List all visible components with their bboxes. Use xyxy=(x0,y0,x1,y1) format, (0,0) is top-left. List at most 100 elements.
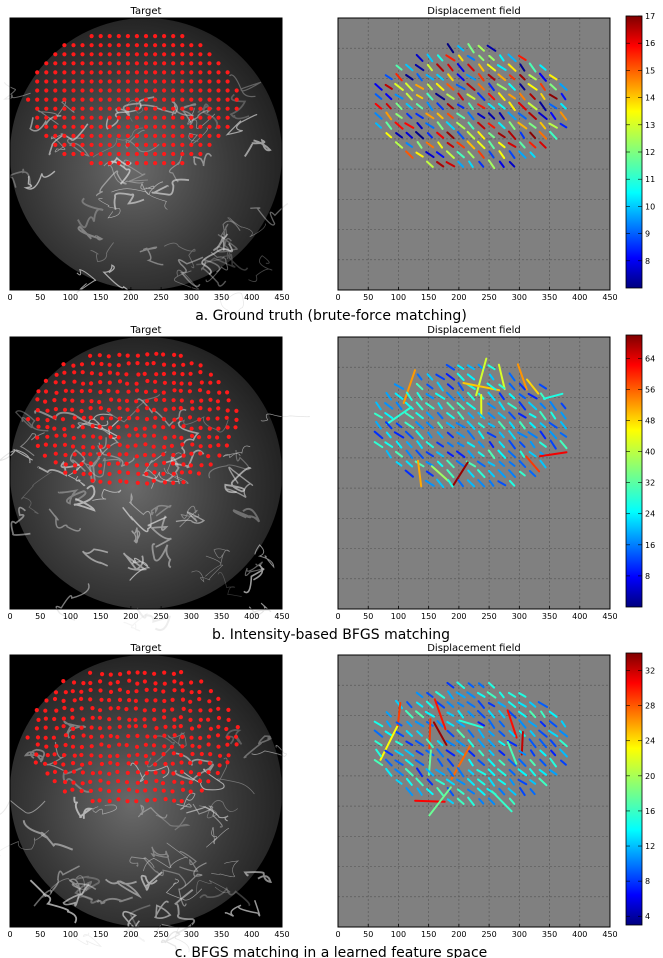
displacement-arrow xyxy=(528,111,537,120)
target-marker xyxy=(134,61,139,66)
target-marker xyxy=(162,715,167,720)
target-marker xyxy=(98,778,103,783)
displacement-arrow xyxy=(487,469,496,478)
displacement-arrow xyxy=(385,103,392,110)
displacement-arrow xyxy=(526,378,540,395)
displacement-arrow xyxy=(386,720,392,728)
displacement-arrow xyxy=(519,63,526,72)
displacement-arrow xyxy=(385,111,393,121)
displacement-arrow xyxy=(415,691,424,699)
target-marker xyxy=(88,471,93,476)
vessel-strand xyxy=(155,814,191,831)
target-marker xyxy=(97,424,102,429)
target-marker xyxy=(116,115,121,120)
displacement-arrow xyxy=(445,778,455,786)
target-marker xyxy=(107,106,112,111)
displacement-arrow xyxy=(456,63,465,73)
target-marker xyxy=(188,463,193,468)
target-marker xyxy=(133,427,138,432)
target-marker xyxy=(208,708,213,713)
displacement-title: Displacement field xyxy=(427,643,521,654)
displacement-arrow xyxy=(456,73,465,82)
displacement-arrow xyxy=(487,122,496,129)
target-marker xyxy=(62,442,68,447)
target-marker xyxy=(161,371,166,377)
displacement-arrow xyxy=(415,449,424,459)
displacement-arrow xyxy=(395,461,403,467)
x-tick-label: 150 xyxy=(421,293,436,302)
target-marker xyxy=(88,415,93,420)
target-marker xyxy=(153,687,158,693)
target-marker xyxy=(151,433,157,438)
target-marker xyxy=(117,724,122,730)
target-marker xyxy=(153,34,158,39)
displacement-arrow xyxy=(416,391,423,401)
target-marker xyxy=(72,463,78,468)
target-marker xyxy=(171,61,176,66)
colorbar xyxy=(625,652,643,926)
displacement-arrow xyxy=(446,711,455,717)
vessel-strand xyxy=(96,170,127,197)
target-marker xyxy=(90,715,95,720)
target-marker xyxy=(108,425,113,430)
target-marker xyxy=(98,133,103,138)
target-marker xyxy=(153,106,158,111)
displacement-arrow xyxy=(447,73,454,82)
target-marker xyxy=(188,770,194,775)
displacement-arrow xyxy=(517,701,527,708)
target-marker xyxy=(189,106,194,111)
target-marker xyxy=(118,672,123,677)
target-marker xyxy=(169,744,174,749)
target-marker xyxy=(80,52,85,57)
displacement-arrow xyxy=(497,480,507,487)
displacement-arrow xyxy=(426,92,434,101)
vessel-strand xyxy=(150,504,172,517)
target-marker xyxy=(125,444,130,449)
target-marker xyxy=(118,479,123,484)
displacement-arrow xyxy=(436,102,444,111)
displacement-arrow xyxy=(394,759,404,766)
target-marker xyxy=(71,124,76,129)
target-marker xyxy=(99,761,104,767)
target-marker xyxy=(171,70,176,75)
target-marker xyxy=(234,88,239,93)
target-marker xyxy=(153,161,158,166)
displacement-arrow xyxy=(477,140,486,150)
target-marker xyxy=(107,799,112,804)
panel-caption: b. Intensity-based BFGS matching xyxy=(212,627,450,643)
displacement-arrow xyxy=(487,449,496,460)
displacement-arrow xyxy=(414,720,425,728)
target-marker xyxy=(116,788,122,794)
target-marker xyxy=(216,715,222,721)
target-marker xyxy=(72,698,77,703)
target-marker xyxy=(107,43,112,48)
target-marker xyxy=(62,43,67,48)
target-marker xyxy=(153,142,158,147)
displacement-arrow xyxy=(498,691,505,699)
displacement-arrow xyxy=(455,778,466,786)
vessel-strand xyxy=(177,256,204,288)
vessel-strand xyxy=(179,103,197,126)
target-marker xyxy=(61,380,66,385)
target-marker xyxy=(107,362,112,367)
displacement-arrow xyxy=(417,459,423,488)
target-marker xyxy=(63,690,68,695)
vessel-strand xyxy=(162,419,200,464)
target-marker xyxy=(134,388,140,393)
target-marker xyxy=(52,415,57,420)
target-marker xyxy=(107,370,113,375)
target-marker xyxy=(26,417,31,422)
displacement-arrow xyxy=(468,102,474,111)
target-marker xyxy=(43,442,49,447)
displacement-arrow xyxy=(405,150,414,159)
target-marker xyxy=(89,725,94,730)
target-marker xyxy=(115,461,120,466)
displacement-arrow xyxy=(374,112,383,120)
target-marker xyxy=(136,372,141,377)
panel-caption: a. Ground truth (brute-force matching) xyxy=(195,308,467,324)
displacement-arrow xyxy=(436,758,444,767)
displacement-arrow xyxy=(394,768,404,777)
colorbar-tick-label: 8 xyxy=(645,257,650,266)
displacement-arrow xyxy=(528,401,538,411)
displacement-arrow xyxy=(508,479,516,487)
